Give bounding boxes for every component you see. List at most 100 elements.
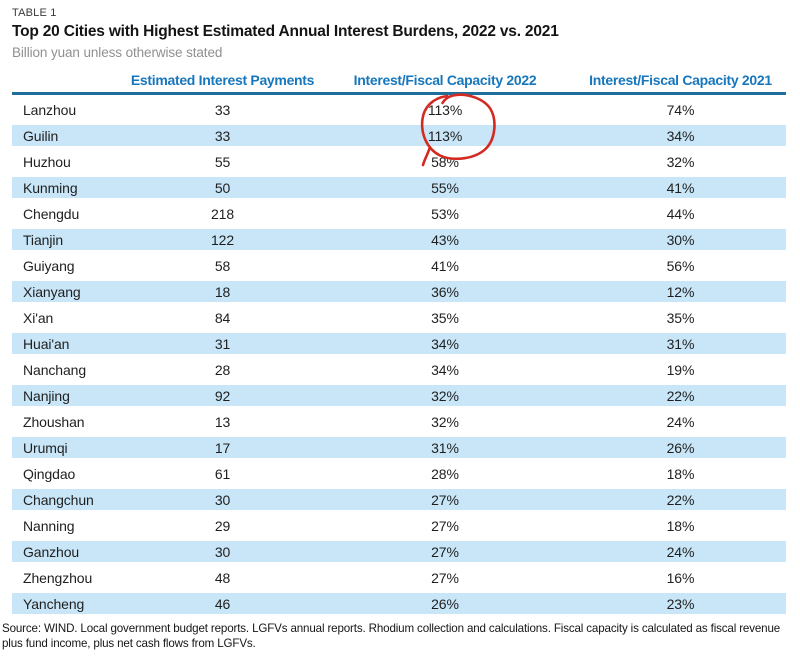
- city-cell: Zhengzhou: [23, 569, 93, 586]
- city-cell: Guilin: [23, 127, 59, 144]
- table-row: Urumqi 17 31% 26%: [12, 434, 786, 460]
- column-header-cap2022: Interest/Fiscal Capacity 2022: [353, 72, 537, 88]
- value-cell: 32%: [431, 387, 459, 404]
- city-cell: Nanchang: [23, 361, 87, 378]
- city-cell: Guiyang: [23, 257, 75, 274]
- value-cell: 27%: [431, 543, 459, 560]
- city-cell: Xianyang: [23, 283, 81, 300]
- city-cell: Xi'an: [23, 309, 54, 326]
- value-cell: 32%: [666, 153, 695, 170]
- table-row: Yancheng 46 26% 23%: [12, 590, 786, 616]
- value-cell: 46: [214, 595, 231, 612]
- table-row: Qingdao 61 28% 18%: [12, 460, 786, 486]
- value-cell: 18: [214, 283, 231, 300]
- column-header-payments: Estimated Interest Payments: [130, 72, 315, 88]
- value-cell: 113%: [427, 101, 463, 118]
- value-cell: 44%: [666, 205, 695, 222]
- value-cell: 19%: [666, 361, 695, 378]
- table-row: Xianyang 18 36% 12%: [12, 278, 786, 304]
- value-cell: 22%: [666, 387, 695, 404]
- value-cell: 13: [214, 413, 231, 430]
- value-cell: 61: [214, 465, 231, 482]
- value-cell: 31%: [666, 335, 695, 352]
- value-cell: 30: [214, 543, 231, 560]
- value-cell: 53%: [431, 205, 459, 222]
- city-cell: Yancheng: [23, 595, 85, 612]
- value-cell: 30%: [666, 231, 695, 248]
- column-header-cap2021: Interest/Fiscal Capacity 2021: [589, 72, 772, 88]
- table-label: TABLE 1: [12, 7, 57, 19]
- value-cell: 31: [214, 335, 231, 352]
- city-cell: Chengdu: [23, 205, 80, 222]
- value-cell: 24%: [666, 543, 695, 560]
- value-cell: 58: [214, 257, 231, 274]
- table-row: Guilin 33 113% 34%: [12, 122, 786, 148]
- table-row: Nanning 29 27% 18%: [12, 512, 786, 538]
- table-row: Huai'an 31 34% 31%: [12, 330, 786, 356]
- city-cell: Ganzhou: [23, 543, 80, 560]
- value-cell: 27%: [431, 569, 459, 586]
- value-cell: 24%: [666, 413, 695, 430]
- value-cell: 43%: [431, 231, 459, 248]
- value-cell: 26%: [666, 439, 695, 456]
- city-cell: Urumqi: [23, 439, 68, 456]
- value-cell: 33: [214, 101, 231, 118]
- city-cell: Zhoushan: [23, 413, 85, 430]
- city-cell: Changchun: [23, 491, 94, 508]
- value-cell: 55: [214, 153, 231, 170]
- value-cell: 29: [214, 517, 231, 534]
- value-cell: 218: [210, 205, 235, 222]
- city-cell: Kunming: [23, 179, 78, 196]
- value-cell: 22%: [666, 491, 695, 508]
- value-cell: 35%: [666, 309, 695, 326]
- city-cell: Huzhou: [23, 153, 71, 170]
- value-cell: 27%: [431, 491, 459, 508]
- value-cell: 17: [214, 439, 231, 456]
- source-note: Source: WIND. Local government budget re…: [2, 622, 781, 651]
- value-cell: 16%: [666, 569, 695, 586]
- value-cell: 48: [214, 569, 231, 586]
- column-headers-row: Estimated Interest Payments Interest/Fis…: [12, 70, 786, 90]
- table-row: Zhoushan 13 32% 24%: [12, 408, 786, 434]
- value-cell: 34%: [431, 335, 459, 352]
- value-cell: 28%: [431, 465, 459, 482]
- value-cell: 92: [214, 387, 231, 404]
- value-cell: 34%: [666, 127, 695, 144]
- table-row: Tianjin 122 43% 30%: [12, 226, 786, 252]
- table-row: Huzhou 55 58% 32%: [12, 148, 786, 174]
- value-cell: 26%: [431, 595, 459, 612]
- table-row: Guiyang 58 41% 56%: [12, 252, 786, 278]
- value-cell: 31%: [431, 439, 459, 456]
- city-cell: Nanjing: [23, 387, 70, 404]
- table-row: Xi'an 84 35% 35%: [12, 304, 786, 330]
- table-title: Top 20 Cities with Highest Estimated Ann…: [12, 23, 559, 40]
- table-unit-note: Billion yuan unless otherwise stated: [12, 45, 223, 60]
- table-row: Ganzhou 30 27% 24%: [12, 538, 786, 564]
- value-cell: 28: [214, 361, 231, 378]
- value-cell: 50: [214, 179, 231, 196]
- value-cell: 84: [214, 309, 231, 326]
- value-cell: 32%: [431, 413, 459, 430]
- value-cell: 58%: [431, 153, 459, 170]
- value-cell: 30: [214, 491, 231, 508]
- table-row: Lanzhou 33 113% 74%: [12, 96, 786, 122]
- table-row: Chengdu 218 53% 44%: [12, 200, 786, 226]
- value-cell: 33: [214, 127, 231, 144]
- value-cell: 23%: [666, 595, 695, 612]
- value-cell: 122: [210, 231, 235, 248]
- value-cell: 27%: [431, 517, 459, 534]
- value-cell: 41%: [666, 179, 695, 196]
- value-cell: 35%: [431, 309, 459, 326]
- value-cell: 113%: [427, 127, 463, 144]
- city-cell: Qingdao: [23, 465, 76, 482]
- city-cell: Huai'an: [23, 335, 70, 352]
- city-cell: Tianjin: [23, 231, 64, 248]
- value-cell: 18%: [666, 465, 695, 482]
- table-row: Nanchang 28 34% 19%: [12, 356, 786, 382]
- city-cell: Lanzhou: [23, 101, 77, 118]
- value-cell: 12%: [666, 283, 695, 300]
- value-cell: 34%: [431, 361, 459, 378]
- value-cell: 74%: [666, 101, 695, 118]
- table-row: Nanjing 92 32% 22%: [12, 382, 786, 408]
